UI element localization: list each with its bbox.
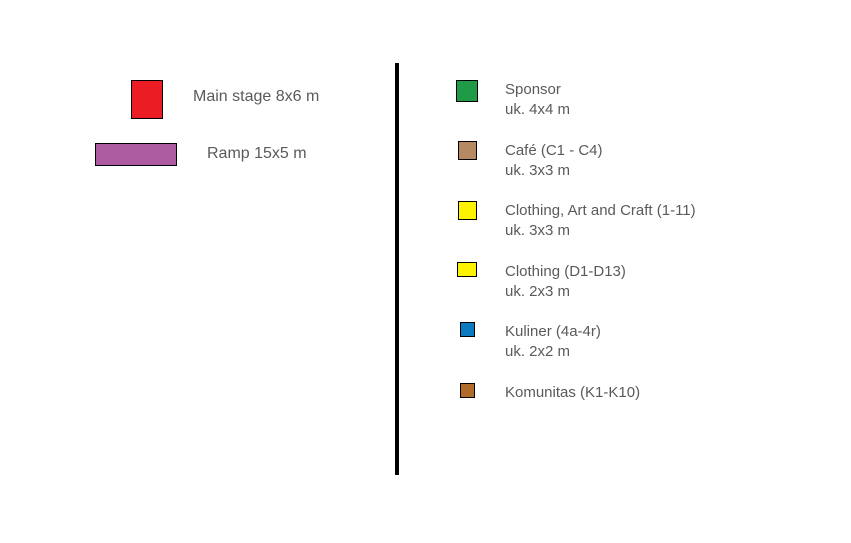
legend-entry-clothing: Clothing (D1-D13) uk. 2x3 m [455, 262, 696, 303]
label-group: Komunitas (K1-K10) [505, 383, 640, 403]
legend-label: Ramp 15x5 m [207, 143, 307, 165]
legend-label-line1: Sponsor [505, 80, 570, 100]
label-group: Kuliner (4a-4r) uk. 2x2 m [505, 322, 601, 363]
legend-entry-main-stage: Main stage 8x6 m [131, 80, 395, 119]
swatch-box [131, 80, 163, 119]
label-group: Main stage 8x6 m [193, 86, 319, 108]
legend-entry-ramp: Ramp 15x5 m [95, 143, 395, 166]
legend-label-line2: uk. 3x3 m [505, 221, 696, 241]
legend-label-line1: Café (C1 - C4) [505, 141, 603, 161]
swatch-wrap [455, 141, 479, 160]
legend-label-line1: Clothing, Art and Craft (1-11) [505, 201, 696, 221]
label-group: Café (C1 - C4) uk. 3x3 m [505, 141, 603, 182]
swatch-box [95, 143, 177, 166]
legend-label: Main stage 8x6 m [193, 86, 319, 108]
legend-entry-cafe: Café (C1 - C4) uk. 3x3 m [455, 141, 696, 182]
swatch-wrap [455, 201, 479, 220]
swatch-wrap [455, 262, 479, 277]
legend-label-line2: uk. 4x4 m [505, 100, 570, 120]
swatch-kuliner [460, 322, 475, 337]
swatch-wrap [455, 80, 479, 102]
swatch-komunitas [460, 383, 475, 398]
legend-label-line1: Kuliner (4a-4r) [505, 322, 601, 342]
vertical-divider [395, 63, 399, 475]
legend-left-column: Main stage 8x6 m Ramp 15x5 m [95, 80, 395, 423]
legend-label-line1: Komunitas (K1-K10) [505, 383, 640, 403]
legend-label-line2: uk. 2x2 m [505, 342, 601, 362]
swatch-wrap [455, 322, 479, 337]
legend-label-line1: Clothing (D1-D13) [505, 262, 626, 282]
swatch-cafe [458, 141, 477, 160]
legend-entry-kuliner: Kuliner (4a-4r) uk. 2x2 m [455, 322, 696, 363]
legend-entry-clothing-art-craft: Clothing, Art and Craft (1-11) uk. 3x3 m [455, 201, 696, 242]
legend-label-line2: uk. 2x3 m [505, 282, 626, 302]
label-group: Clothing, Art and Craft (1-11) uk. 3x3 m [505, 201, 696, 242]
swatch-wrap [455, 383, 479, 398]
legend-entry-sponsor: Sponsor uk. 4x4 m [455, 80, 696, 121]
swatch-clothing-art-craft [458, 201, 477, 220]
label-group: Clothing (D1-D13) uk. 2x3 m [505, 262, 626, 303]
legend-label-line2: uk. 3x3 m [505, 161, 603, 181]
swatch-clothing [457, 262, 477, 277]
label-group: Ramp 15x5 m [207, 143, 307, 165]
legend-container: Main stage 8x6 m Ramp 15x5 m Sponsor uk.… [0, 0, 851, 423]
swatch-main-stage [131, 80, 163, 119]
legend-entry-komunitas: Komunitas (K1-K10) [455, 383, 696, 403]
swatch-ramp [95, 143, 177, 166]
label-group: Sponsor uk. 4x4 m [505, 80, 570, 121]
legend-right-column: Sponsor uk. 4x4 m Café (C1 - C4) uk. 3x3… [455, 80, 696, 423]
swatch-sponsor [456, 80, 478, 102]
